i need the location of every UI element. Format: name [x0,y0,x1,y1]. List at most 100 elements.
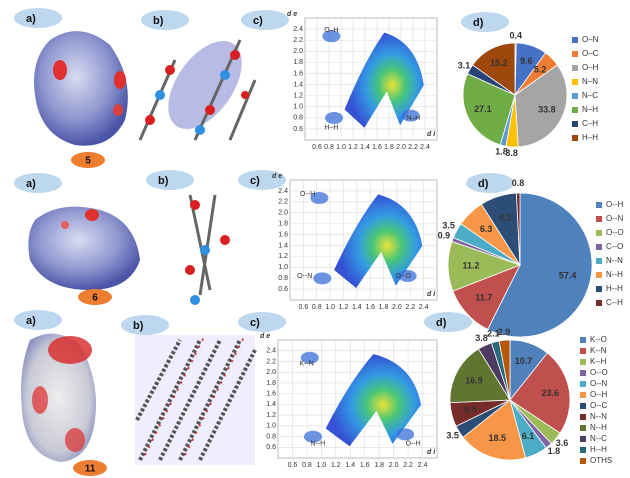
x-tick-label: 2.2 [405,304,415,311]
legend-label: O–H [582,63,599,72]
legend-swatch [580,348,586,354]
x-tick-label: 1.2 [348,144,358,151]
panel-label: c) [250,175,260,187]
legend-label: O--O [606,228,624,237]
y-tick-label: 2.0 [278,210,288,217]
x-tick-label: 2.4 [420,144,430,151]
x-tick-label: 1.2 [339,304,349,311]
x-tick-label: 2.2 [408,144,418,151]
x-tick-label: 1.8 [374,462,384,469]
y-tick-label: 1.8 [293,59,303,66]
x-tick-label: 1.0 [316,462,326,469]
panel-label: d) [478,178,489,190]
legend-swatch [596,300,602,306]
region-label: N--H [310,441,325,448]
x-tick-label: 1.6 [365,304,375,311]
panel-label-bg [121,315,169,335]
y-tick-label: 1.2 [266,412,276,419]
value-label: 9.6 [520,56,533,66]
value-label: 27.1 [474,104,492,114]
x-tick-label: 1.0 [336,144,346,151]
legend-label: O–C [582,49,599,58]
value-label: 6.1 [522,431,535,441]
y-tick-label: 1.8 [266,380,276,387]
region-label: N–H [406,115,420,122]
panel-label-bg [14,310,62,330]
x-tick-label: 2.4 [419,304,429,311]
y-tick-label: 1.4 [266,401,276,408]
y-tick-label: 1.6 [293,70,303,77]
region-label: O--O [395,273,411,280]
x-tick-label: 2.0 [389,462,399,469]
fingerprint-spike [396,428,414,440]
value-label: 1.8 [548,446,561,456]
legend-label: C–H [582,119,598,128]
value-label: 18.5 [489,433,507,443]
value-label: 33.8 [538,105,556,115]
y-tick-label: 0.6 [278,286,288,293]
x-tick-label: 0.6 [288,462,298,469]
y-tick-label: 0.6 [293,126,303,133]
x-tick-label: 0.8 [312,304,322,311]
panel-label-bg [241,10,289,30]
region-label: O--N [297,273,312,280]
x-tick-label: 2.4 [418,462,428,469]
panel-label: d) [473,17,484,29]
y-tick-label: 2.4 [293,26,303,33]
compound-number: 5 [85,156,91,167]
x-tick-label: 1.8 [379,304,389,311]
value-label: 3.5 [442,220,455,230]
y-tick-label: 2.2 [266,358,276,365]
y-tick-label: 0.8 [266,433,276,440]
panel-label-bg [466,173,514,193]
value-label: 15.2 [490,58,508,68]
panel-label-bg [14,8,62,28]
y-tick-label: 1.0 [278,264,288,271]
legend-swatch [580,337,586,343]
x-tick-label: 1.0 [325,304,335,311]
legend-swatch [572,79,578,85]
value-label: 23.6 [542,388,560,398]
fingerprint-spike [313,272,331,284]
panel-label: b) [133,320,144,332]
y-tick-label: 2.0 [266,369,276,376]
x-tick-label: 1.2 [331,462,341,469]
y-tick-label: 2.4 [278,188,288,195]
legend-label: N--H [590,423,607,432]
panel-label-bg [14,173,62,193]
legend-label: N--N [606,256,623,265]
panel-label: b) [158,175,169,187]
value-label: 11.2 [463,260,480,270]
legend-label: OTHS [590,456,612,465]
legend-swatch [580,447,586,453]
x-tick-label: 1.4 [352,304,362,311]
legend-swatch [596,216,602,222]
y-tick-label: 1.6 [278,231,288,238]
x-tick-label: 2.0 [392,304,402,311]
legend-swatch [580,392,586,398]
region-label: O--H [406,441,421,448]
value-label: 5.2 [534,65,547,75]
x-tick-label: 1.8 [384,144,394,151]
y-tick-label: 1.4 [293,81,303,88]
legend-label: O--C [590,401,608,410]
panel-label: b) [153,15,164,27]
legend-swatch [572,135,578,141]
legend-label: N–C [582,91,598,100]
panel-label-bg [141,10,189,30]
region-label: O–H [324,27,338,34]
legend-label: O--N [590,379,608,388]
value-label: 3.8 [475,333,488,343]
legend-label: N--C [590,434,607,443]
y-tick-label: 2.2 [278,199,288,206]
y-tick-label: 1.4 [278,242,288,249]
legend-label: C--H [606,298,623,307]
x-tick-label: 0.8 [302,462,312,469]
legend-label: K--N [590,346,607,355]
panel-label: d) [436,317,447,329]
legend-label: O--O [590,368,608,377]
legend-label: N–N [582,77,598,86]
legend-swatch [580,425,586,431]
panel-label: a) [26,315,36,327]
x-axis-label: d i [427,291,436,298]
